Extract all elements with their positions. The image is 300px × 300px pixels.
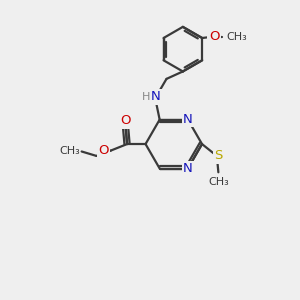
- Text: O: O: [209, 30, 219, 43]
- Text: O: O: [98, 144, 108, 157]
- Text: N: N: [151, 90, 161, 103]
- Text: S: S: [214, 149, 223, 162]
- Text: N: N: [183, 162, 193, 175]
- Text: H: H: [142, 92, 150, 102]
- Text: CH₃: CH₃: [208, 177, 229, 187]
- Text: CH₃: CH₃: [226, 32, 247, 41]
- Text: O: O: [120, 114, 131, 128]
- Text: CH₃: CH₃: [59, 146, 80, 157]
- Text: N: N: [183, 113, 193, 126]
